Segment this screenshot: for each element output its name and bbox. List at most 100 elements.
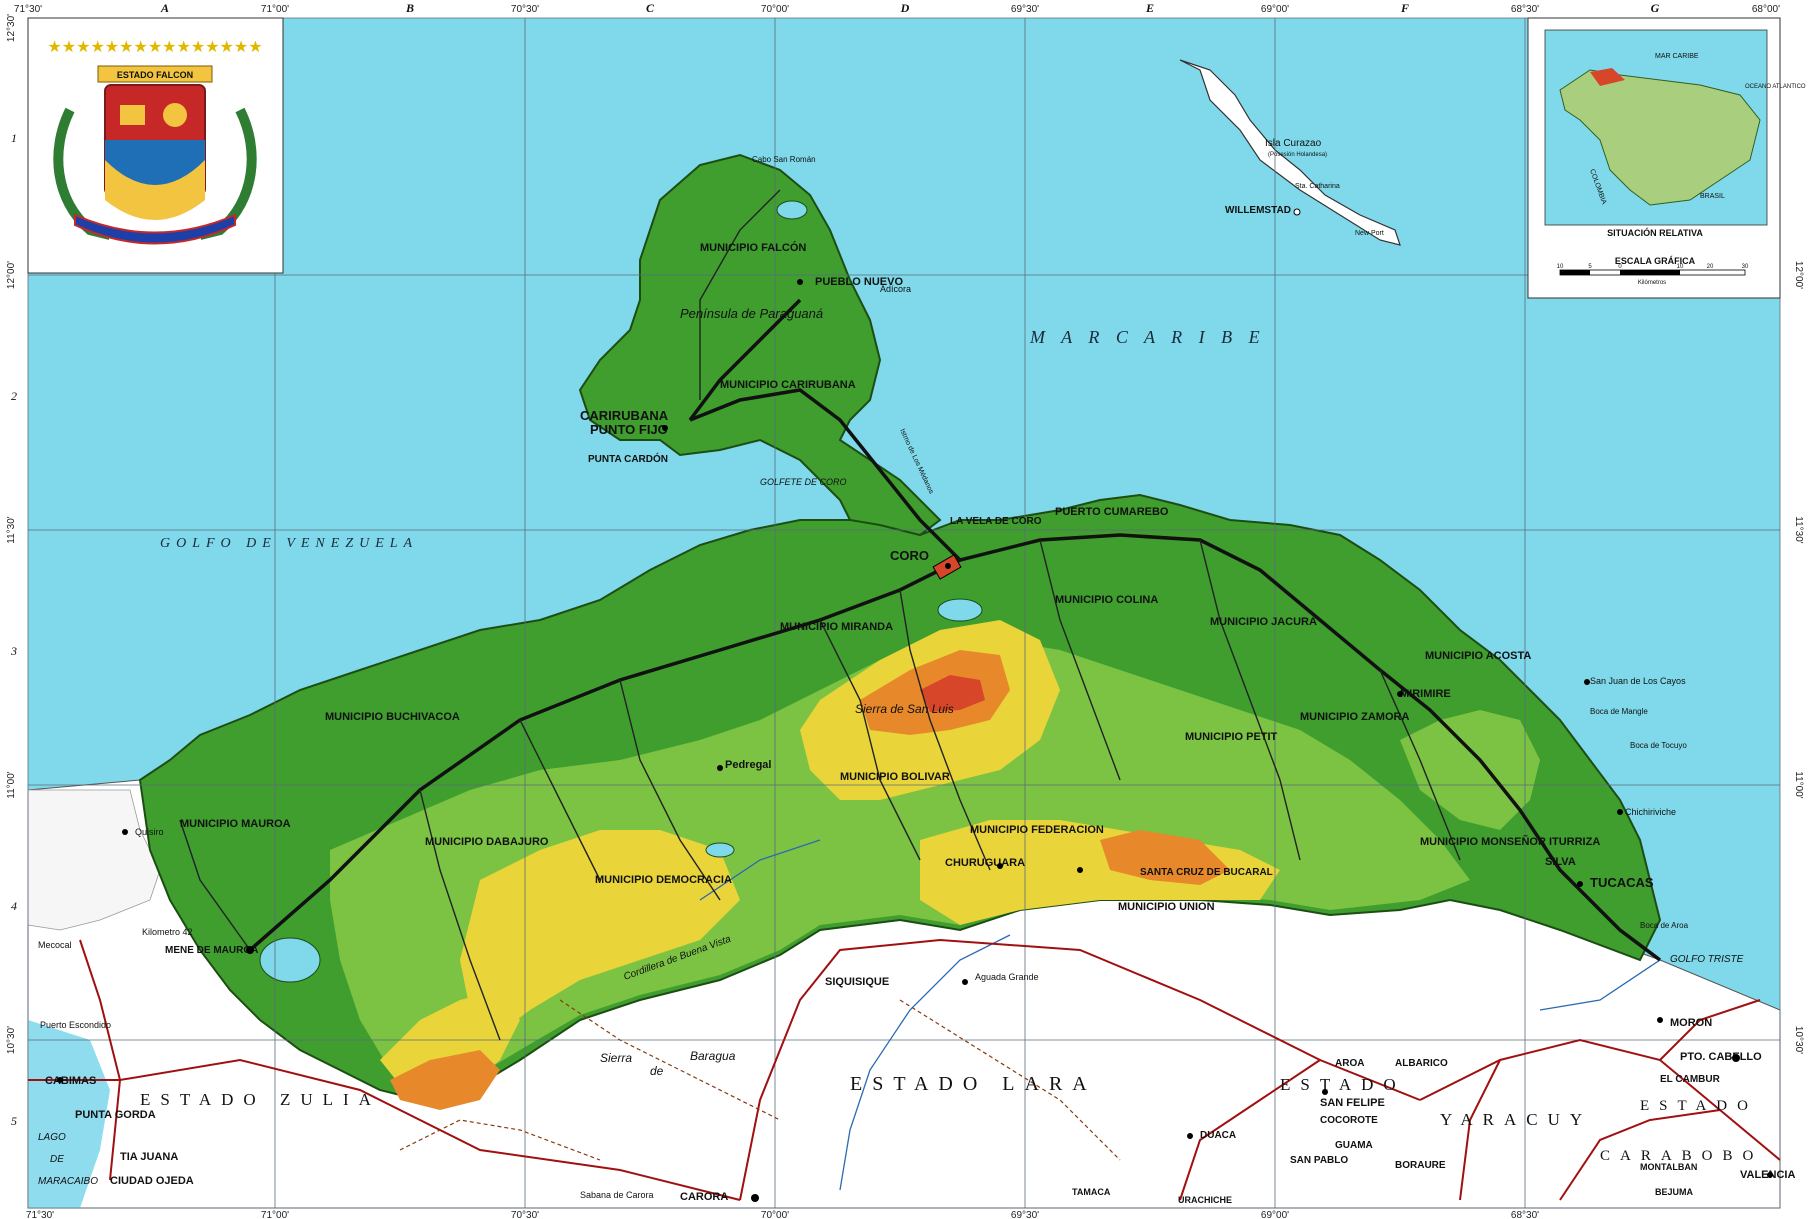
lake-coro: [937, 598, 983, 622]
latitude-label: 10°30': [6, 1026, 17, 1054]
label-sta-catharina: Sta. Catharina: [1295, 183, 1340, 190]
latitude-label: 11°00': [1793, 771, 1804, 799]
row-number: 5: [11, 1114, 17, 1128]
lake-paraguana: [776, 200, 808, 220]
col-letter: E: [1145, 1, 1154, 15]
label-estado-zulia: ESTADO ZULIA: [140, 1090, 381, 1109]
label-mar-caribe: M A R C A R I B E: [1029, 327, 1266, 347]
highland-orange-south: [1100, 830, 1230, 885]
row-number: 1: [11, 131, 17, 145]
label-tamaca: TAMACA: [1072, 1187, 1111, 1197]
label-aguada-grande: Aguada Grande: [975, 972, 1039, 982]
label-sabana-carora: Sabana de Carora: [580, 1190, 654, 1200]
label-carora: CARORA: [680, 1191, 728, 1203]
label-adicora: Adícora: [880, 284, 911, 294]
longitude-label: 69°30': [1011, 1210, 1039, 1219]
label-ciudad-ojeda: CIUDAD OJEDA: [110, 1175, 194, 1187]
col-letter: C: [646, 1, 655, 15]
roads-outside: [28, 938, 1781, 1201]
highland-orange-sw: [390, 1050, 500, 1110]
label-muni-colina: MUNICIPIO COLINA: [1055, 594, 1158, 606]
latitude-labels: 12°30' 12°00' 11°30' 11°00' 10°30' 12°00…: [6, 14, 1804, 1054]
label-tia-juana: TIA JUANA: [120, 1151, 178, 1163]
col-letter: G: [1651, 1, 1660, 15]
label-lago-1: LAGO: [38, 1132, 66, 1143]
label-pueblo-nuevo: PUEBLO NUEVO: [815, 276, 903, 288]
label-mene-mauroa: MENE DE MAUROA: [165, 945, 258, 956]
municipality-labels: MUNICIPIO FALCÓN MUNICIPIO CARIRUBANA MU…: [180, 241, 1600, 913]
label-new-port: New Port: [1355, 230, 1384, 237]
longitude-label: 69°00': [1261, 1210, 1289, 1219]
label-san-pablo: SAN PABLO: [1290, 1155, 1348, 1166]
longitude-label: 69°00': [1261, 4, 1289, 15]
label-muni-miranda: MUNICIPIO MIRANDA: [780, 621, 893, 633]
label-tucacas: TUCACAS: [1590, 875, 1654, 890]
label-boca-tocuyo: Boca de Tocuyo: [1630, 741, 1687, 750]
label-duaca: DUACA: [1200, 1130, 1236, 1141]
label-siquisique: SIQUISIQUE: [825, 976, 889, 988]
label-moron: MORON: [1670, 1017, 1712, 1029]
label-albarico: ALBARICO: [1395, 1058, 1448, 1069]
label-puerto-cumarebo: PUERTO CUMAREBO: [1055, 506, 1169, 518]
longitude-label: 68°30': [1511, 4, 1539, 15]
col-letter: D: [900, 1, 910, 15]
highland-yellow-west: [460, 830, 740, 1040]
lake-west: [259, 937, 321, 983]
longitude-label: 70°00': [761, 1210, 789, 1219]
label-muni-dabajuro: MUNICIPIO DABAJURO: [425, 836, 549, 848]
highways: [179, 189, 1662, 1041]
label-sierra-baragua-1: Sierra: [600, 1051, 632, 1065]
hills-mid-east: [1400, 710, 1540, 830]
label-montalban: MONTALBAN: [1640, 1162, 1697, 1172]
label-paraguana: Península de Paraguaná: [680, 306, 823, 321]
label-sierra-baragua-3: Baragua: [690, 1049, 736, 1063]
hills-mid: [330, 640, 1470, 1090]
label-pto-cabello: PTO. CABELLO: [1680, 1051, 1762, 1063]
row-number: 3: [10, 644, 17, 658]
label-muni-zamora: MUNICIPIO ZAMORA: [1300, 711, 1409, 723]
inset-brasil: BRASIL: [1700, 193, 1725, 200]
scale-title: ESCALA GRÁFICA: [1615, 256, 1696, 266]
label-punto-fijo: PUNTO FIJO: [590, 422, 668, 437]
inset-venezuela: [1559, 69, 1761, 206]
label-chichiriviche: Chichiriviche: [1625, 807, 1676, 817]
longitude-label: 71°30': [14, 4, 42, 15]
longitude-label: 68°30': [1511, 1210, 1539, 1219]
latitude-label: 12°30': [6, 14, 17, 42]
label-el-cambur: EL CAMBUR: [1660, 1074, 1721, 1085]
inset-oceano: OCEANO ATLANTICO: [1745, 84, 1806, 90]
svg-text:★★★★★★★★★★★★★★★: ★★★★★★★★★★★★★★★: [47, 39, 262, 56]
col-letter: F: [1400, 1, 1409, 15]
label-punta-cardon: PUNTA CARDÓN: [588, 452, 668, 465]
label-urachiche: URACHICHE: [1178, 1195, 1232, 1205]
highland-red-san-luis: [920, 675, 985, 712]
coat-of-arms: [53, 65, 257, 245]
paraguana-peninsula: [578, 153, 942, 537]
row-number: 2: [11, 389, 17, 403]
label-boraure: BORAURE: [1395, 1160, 1446, 1171]
col-letter: B: [405, 1, 414, 15]
longitude-label: 70°30': [511, 4, 539, 15]
inset-sea: MAR CARIBE: [1655, 53, 1699, 60]
column-letters: A B C D E F G: [160, 1, 1660, 15]
coat-of-arms-banner: ESTADO FALCON: [117, 70, 193, 80]
label-churuguara: CHURUGUARA: [945, 857, 1025, 869]
label-cocorote: COCOROTE: [1320, 1115, 1378, 1126]
label-isla-curazao: Isla Curazao: [1265, 138, 1322, 149]
label-puerto-escondido: Puerto Escondido: [40, 1020, 111, 1030]
lake-maracaibo: [28, 1020, 110, 1208]
longitude-label: 69°30': [1011, 4, 1039, 15]
label-estado-carabobo-2: CARABOBO: [1600, 1148, 1763, 1164]
row-number: 4: [11, 899, 17, 913]
label-san-juan-cayos: San Juan de Los Cayos: [1590, 676, 1686, 686]
label-sierra-san-luis: Sierra de San Luis: [855, 702, 954, 716]
label-muni-buchivacoa: MUNICIPIO BUCHIVACOA: [325, 711, 460, 723]
graticule: [27, 17, 1781, 1209]
scale-tick: 0: [1618, 264, 1622, 270]
latitude-label: 12°00': [6, 261, 17, 289]
row-numbers: 1 2 3 4 5: [10, 131, 17, 1128]
scale-unit: Kilómetros: [1638, 280, 1666, 286]
label-muni-monsenor: MUNICIPIO MONSEÑOR ITURRIZA: [1420, 835, 1600, 848]
stars: ★★★★★★★★★★★★★★★: [47, 39, 262, 56]
longitude-label: 70°30': [511, 1210, 539, 1219]
